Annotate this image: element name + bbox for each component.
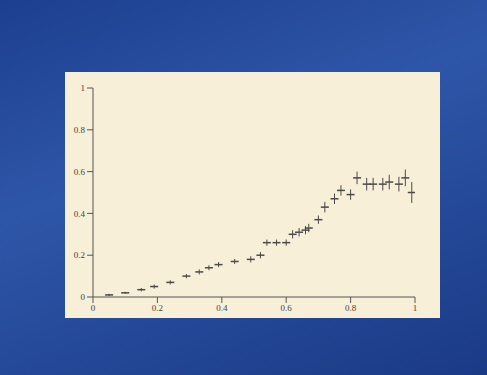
svg-text:0.8: 0.8 <box>345 303 357 313</box>
svg-text:0.4: 0.4 <box>74 209 86 219</box>
svg-text:0.2: 0.2 <box>152 303 163 313</box>
svg-text:0: 0 <box>91 303 96 313</box>
svg-text:0.2: 0.2 <box>74 250 85 260</box>
svg-text:0.8: 0.8 <box>74 125 86 135</box>
svg-text:0: 0 <box>81 292 86 302</box>
svg-text:0.6: 0.6 <box>281 303 293 313</box>
svg-text:1: 1 <box>413 303 418 313</box>
svg-text:0.4: 0.4 <box>216 303 228 313</box>
svg-text:0.6: 0.6 <box>74 167 86 177</box>
svg-text:1: 1 <box>81 83 86 93</box>
